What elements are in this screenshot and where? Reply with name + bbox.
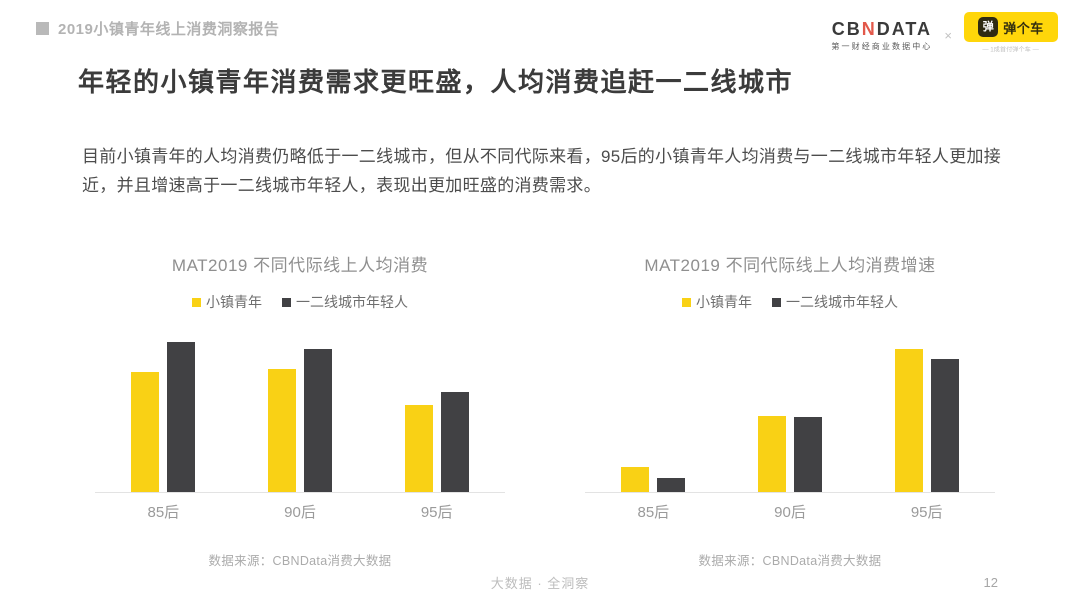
bar-95后-一二线城市年轻人 xyxy=(440,392,469,492)
bar-85后-小镇青年 xyxy=(621,467,650,492)
category-label-90后: 90后 xyxy=(284,504,316,521)
legend-item: 小镇青年 xyxy=(682,292,752,312)
charts-row: MAT2019 不同代际线上人均消费 小镇青年 一二线城市年轻人 85后 90后 9… xyxy=(95,256,995,569)
bar-90后-小镇青年 xyxy=(758,416,786,492)
legend-item: 小镇青年 xyxy=(192,292,262,312)
chart-title: MAT2019 不同代际线上人均消费 xyxy=(171,256,429,275)
legend-item: 一二线城市年轻人 xyxy=(772,292,898,312)
cbndata-logo: CBNDATA 第一财经商业数据中心 xyxy=(831,19,932,52)
cbndata-wordmark-pre: CB xyxy=(831,19,862,39)
legend-swatch-dark xyxy=(772,297,781,307)
legend-item: 一二线城市年轻人 xyxy=(282,292,408,312)
cbndata-subtitle: 第一财经商业数据中心 xyxy=(831,42,933,51)
legend-swatch-yellow xyxy=(192,297,201,307)
legend-label: 一二线城市年轻人 xyxy=(296,294,408,310)
legend-swatch-dark xyxy=(282,297,291,307)
bar-85后-小镇青年 xyxy=(131,372,160,492)
bar-95后-小镇青年 xyxy=(404,405,433,492)
bar-85后-一二线城市年轻人 xyxy=(167,342,196,492)
bar-90后-小镇青年 xyxy=(268,369,296,492)
category-label-85后: 85后 xyxy=(637,504,670,521)
cbndata-wordmark: CBNDATA xyxy=(831,19,932,39)
body-paragraph: 目前小镇青年的人均消费仍略低于一二线城市，但从不同代际来看，95后的小镇青年人均… xyxy=(82,147,1002,195)
category-axis: 85后 90后 95后 xyxy=(95,501,505,522)
branding: CBNDATA 第一财经商业数据中心 × 弹 弹个车 — 1成首付弹个车 — xyxy=(831,12,1058,59)
chart-consumption-growth: MAT2019 不同代际线上人均消费增速 小镇青年 一二线城市年轻人 85后 90… xyxy=(585,256,995,569)
legend-label: 小镇青年 xyxy=(206,294,262,310)
bar-group-90后 xyxy=(722,416,859,492)
bar-95后-一二线城市年轻人 xyxy=(930,359,959,492)
report-title: 2019小镇青年线上消费洞察报告 xyxy=(58,21,280,38)
legend-label: 一二线城市年轻人 xyxy=(786,294,898,310)
chart-per-capita-consumption: MAT2019 不同代际线上人均消费 小镇青年 一二线城市年轻人 85后 90后 9… xyxy=(95,256,505,569)
footer-tagline: 大数据 · 全洞察 xyxy=(490,576,590,591)
chart-legend: 小镇青年 一二线城市年轻人 xyxy=(95,292,505,312)
bar-group-90后 xyxy=(232,349,369,492)
cbndata-wordmark-n: N xyxy=(861,19,877,39)
category-label-90后: 90后 xyxy=(774,504,806,521)
partner-slogan: — 1成首付弹个车 — xyxy=(982,46,1040,54)
report-tag: 2019小镇青年线上消费洞察报告 xyxy=(36,18,279,39)
partner-name: 弹个车 xyxy=(1003,20,1044,36)
plot-area xyxy=(95,342,505,493)
bar-group-85后 xyxy=(585,467,722,492)
bar-85后-一二线城市年轻人 xyxy=(657,478,686,492)
page-title: 年轻的小镇青年消费需求更旺盛，人均消费追赶一二线城市 xyxy=(78,67,794,97)
bar-group-85后 xyxy=(95,342,232,492)
category-label-95后: 95后 xyxy=(910,504,943,521)
bullet-square-icon xyxy=(36,22,49,35)
cross-separator-icon: × xyxy=(944,28,952,43)
plot-area xyxy=(585,342,995,493)
category-label-85后: 85后 xyxy=(147,504,180,521)
cbndata-wordmark-post: DATA xyxy=(876,19,933,39)
chart-legend: 小镇青年 一二线城市年轻人 xyxy=(585,292,995,312)
category-label-95后: 95后 xyxy=(420,504,453,521)
page-number: 12 xyxy=(983,575,998,590)
bar-group-95后 xyxy=(858,349,995,492)
category-axis: 85后 90后 95后 xyxy=(585,501,995,522)
bar-group-95后 xyxy=(368,392,505,492)
source-note: 数据来源：CBNData消费大数据 xyxy=(698,554,882,568)
partner-badge: 弹 弹个车 xyxy=(964,12,1058,42)
legend-label: 小镇青年 xyxy=(696,294,752,310)
bar-90后-一二线城市年轻人 xyxy=(794,417,822,492)
source-note: 数据来源：CBNData消费大数据 xyxy=(208,554,392,568)
partner-logo: 弹 弹个车 — 1成首付弹个车 — xyxy=(964,12,1058,59)
chart-title: MAT2019 不同代际线上人均消费增速 xyxy=(644,256,936,275)
bar-95后-小镇青年 xyxy=(894,349,923,492)
bar-90后-一二线城市年轻人 xyxy=(304,349,332,492)
legend-swatch-yellow xyxy=(682,297,691,307)
tangeche-app-icon: 弹 xyxy=(978,17,999,37)
